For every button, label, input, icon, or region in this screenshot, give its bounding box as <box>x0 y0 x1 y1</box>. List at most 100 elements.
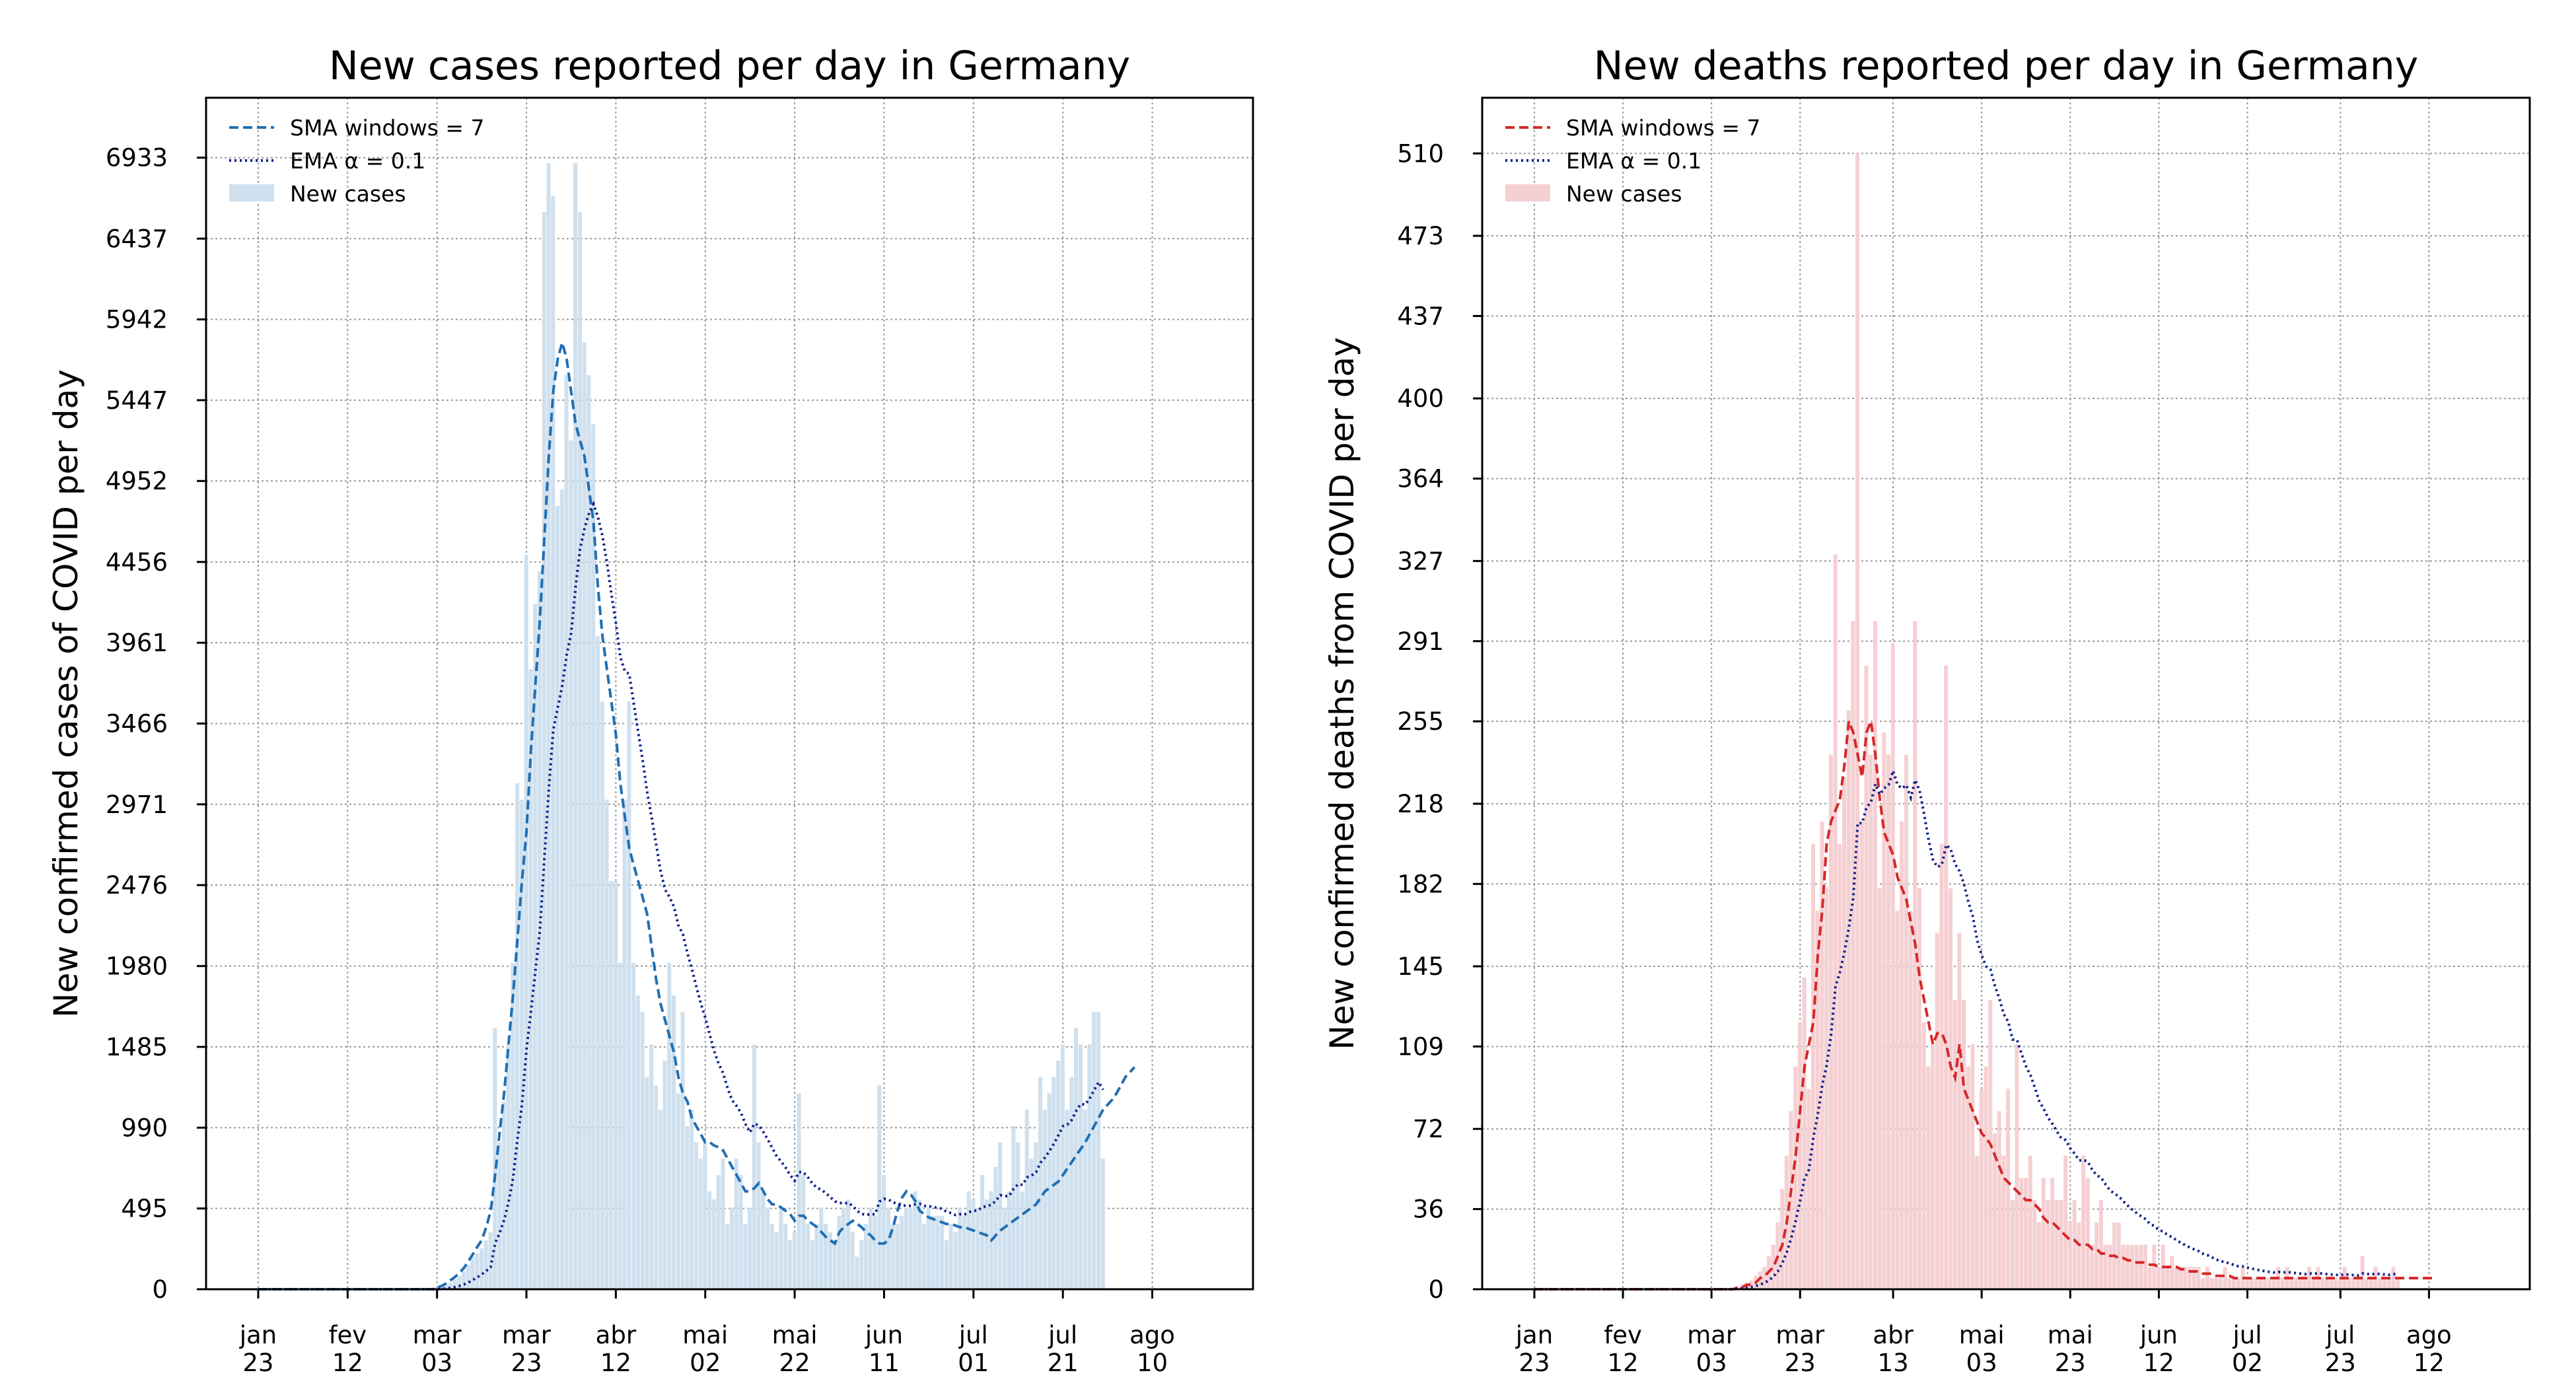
legend-bars-swatch <box>229 184 274 201</box>
bar <box>1069 1077 1074 1289</box>
bar <box>649 1044 654 1289</box>
deaths-chart: 0 36 72 109 145 182 218 255 291 327 364 400 437 473 51… <box>1323 43 2531 1377</box>
bar <box>2324 1278 2329 1289</box>
bar <box>564 375 569 1289</box>
bar <box>2090 1244 2094 1289</box>
bar <box>1096 1011 1101 1289</box>
bar <box>604 799 609 1289</box>
x-tick-label-day: 23 <box>511 1349 542 1377</box>
bar <box>1100 1158 1105 1289</box>
bar <box>595 636 600 1289</box>
bar <box>627 701 631 1289</box>
bar <box>519 799 524 1289</box>
bar <box>1855 153 1860 1289</box>
bar <box>935 1215 940 1289</box>
bar <box>873 1215 877 1289</box>
cases-chart: 0 495 990 1485 1980 2476 2971 3466 3961 4456 4952 5… <box>47 43 1254 1377</box>
legend-ema-label: EMA α = 0.1 <box>1566 148 1701 174</box>
bar <box>819 1207 824 1289</box>
y-tick-label: 255 <box>1397 707 1444 736</box>
bar <box>886 1207 890 1289</box>
bar <box>1859 821 1864 1289</box>
bar <box>814 1224 819 1289</box>
bar <box>542 211 546 1289</box>
bar <box>2054 1200 2059 1289</box>
x-tick-label-day: 03 <box>1696 1349 1727 1377</box>
bar <box>680 1011 685 1289</box>
bar <box>533 604 538 1289</box>
bar <box>501 1101 506 1289</box>
bar <box>2218 1278 2223 1289</box>
x-tick-label-day: 22 <box>779 1349 810 1377</box>
bar <box>801 1175 806 1289</box>
y-tick-label: 109 <box>1397 1032 1444 1061</box>
bar <box>635 995 640 1289</box>
bar <box>962 1215 966 1289</box>
plot-frame <box>205 96 1254 1291</box>
x-tick-label-day: 23 <box>1519 1349 1550 1377</box>
bar <box>591 424 596 1289</box>
bar <box>769 1224 774 1289</box>
bar <box>2347 1278 2351 1289</box>
bar <box>966 1191 971 1289</box>
bar <box>976 1207 980 1289</box>
bar <box>752 1044 756 1289</box>
bar <box>2081 1155 2086 1289</box>
bar <box>1016 1142 1020 1289</box>
bar <box>2369 1278 2373 1289</box>
bar <box>774 1232 779 1289</box>
y-tick-label: 364 <box>1397 465 1444 493</box>
bar <box>1793 1066 1798 1289</box>
bar <box>2187 1267 2192 1289</box>
bar <box>448 1283 452 1289</box>
bar <box>993 1166 998 1289</box>
bar <box>1913 621 1917 1289</box>
bar <box>1824 888 1829 1289</box>
x-tick-label-month: fev <box>1604 1321 1642 1349</box>
x-tick-label-day: 13 <box>1878 1349 1909 1377</box>
x-tick-label-month: jun <box>865 1321 903 1349</box>
bar <box>2391 1267 2396 1289</box>
bar <box>1820 821 1824 1289</box>
x-tick-label-day: 01 <box>958 1349 989 1377</box>
bar <box>2254 1278 2258 1289</box>
bar <box>766 1207 770 1289</box>
bar <box>890 1224 895 1289</box>
x-tick-label-day: 23 <box>2055 1349 2086 1377</box>
chart-title: New deaths reported per day in Germany <box>1594 43 2419 89</box>
bar <box>748 1207 752 1289</box>
bar <box>2311 1278 2316 1289</box>
bar <box>2041 1178 2046 1289</box>
bar <box>971 1199 976 1289</box>
bar <box>958 1207 962 1289</box>
bar <box>1908 910 1913 1289</box>
bar <box>2209 1278 2214 1289</box>
bar <box>944 1240 948 1289</box>
bar <box>658 1110 662 1289</box>
x-tick-label-month: mar <box>1775 1321 1825 1349</box>
y-tick-label: 4456 <box>106 548 168 577</box>
bar <box>984 1199 989 1289</box>
bar <box>1979 1088 1984 1289</box>
bar <box>1926 1066 1931 1289</box>
bar <box>855 1256 859 1289</box>
bar <box>948 1224 953 1289</box>
bar <box>443 1285 448 1289</box>
bar <box>2037 1222 2042 1289</box>
legend: SMA windows = 7 EMA α = 0.1 New cases <box>1505 115 1761 207</box>
x-tick-label-month: ago <box>2406 1321 2452 1349</box>
bar <box>1935 933 1939 1289</box>
x-tick-label-month: jan <box>239 1321 277 1349</box>
bar <box>1882 732 1886 1289</box>
bar <box>698 1158 703 1289</box>
bar <box>1869 754 1873 1289</box>
x-tick-label-month: fev <box>328 1321 367 1349</box>
bar <box>2046 1200 2050 1289</box>
x-tick-label-day: 02 <box>690 1349 721 1377</box>
bar <box>2280 1278 2285 1289</box>
bar <box>1749 1280 1754 1289</box>
bar <box>743 1224 748 1289</box>
bar <box>859 1240 864 1289</box>
bar <box>1020 1191 1024 1289</box>
